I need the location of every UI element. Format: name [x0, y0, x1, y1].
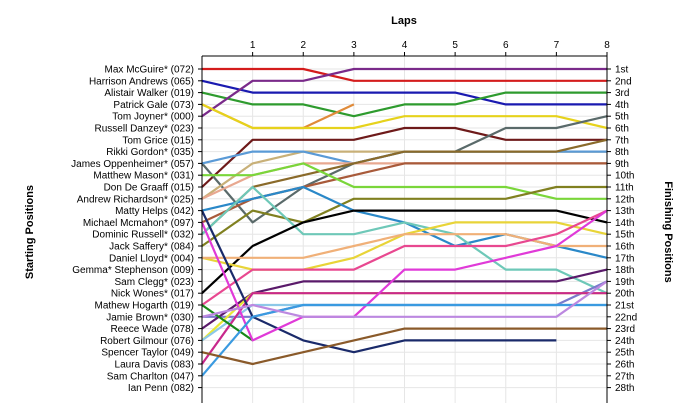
starting-position-label: Dominic Russell* (032) [92, 230, 194, 241]
starting-position-label: Sam Clegg* (023) [115, 277, 194, 288]
left-axis-title: Starting Positions [24, 185, 36, 279]
finishing-position-label: 17th [615, 253, 634, 264]
starting-position-label: Max McGuire* (072) [105, 65, 194, 76]
series-line [201, 185, 607, 247]
finishing-position-label: 14th [615, 218, 634, 229]
x-axis-title: Laps [391, 15, 417, 27]
x-tick-label: 8 [604, 40, 610, 51]
x-tick-label: 7 [554, 40, 560, 51]
x-tick-label: 1 [250, 40, 256, 51]
finishing-position-label: 7th [615, 135, 629, 146]
series-line [202, 233, 607, 259]
finishing-position-label: 19th [615, 277, 634, 288]
series-line [201, 185, 608, 295]
finishing-position-label: 11th [615, 183, 634, 194]
starting-position-label: Alistair Walker (019) [104, 88, 194, 99]
starting-position-label: Tom Grice (015) [122, 135, 194, 146]
starting-position-label: Ian Penn (082) [128, 383, 194, 394]
finishing-position-label: 6th [615, 124, 629, 135]
series-line [201, 210, 557, 354]
starting-position-label: Jack Saffery* (084) [109, 242, 194, 253]
series-line [202, 162, 607, 200]
finishing-position-label: 23rd [615, 324, 635, 335]
right-axis-title: Finishing Positions [662, 181, 674, 282]
finishing-position-label: 22nd [615, 312, 637, 323]
series-line [201, 292, 607, 365]
series-line [201, 79, 607, 106]
finishing-position-label: 26th [615, 360, 634, 371]
starting-position-label: Nick Wones* (017) [111, 289, 194, 300]
starting-position-label: Michael Mcmahon* (097) [83, 218, 194, 229]
finishing-position-label: 10th [615, 171, 634, 182]
series-line [201, 126, 607, 188]
x-tick-label: 3 [351, 40, 357, 51]
series-line [201, 67, 607, 118]
series-line [201, 303, 607, 377]
starting-position-label: Matthew Mason* (031) [93, 171, 194, 182]
starting-position-label: Andrew Richardson* (025) [77, 194, 194, 205]
starting-position-label: Harrison Andrews (065) [89, 76, 194, 87]
series-line [201, 209, 608, 306]
finishing-position-label: 18th [615, 265, 634, 276]
starting-position-label: Rikki Gordon* (035) [106, 147, 194, 158]
starting-position-labels: Max McGuire* (072)Harrison Andrews (065)… [71, 65, 194, 395]
finishing-position-label: 13th [615, 206, 634, 217]
starting-position-label: Mathew Hogarth (019) [95, 301, 195, 312]
starting-position-label: Tom Joyner* (000) [112, 112, 194, 123]
finishing-position-label: 21st [615, 301, 634, 312]
finishing-position-label: 16th [615, 242, 634, 253]
series-line [201, 268, 608, 330]
finishing-position-label: 20th [615, 289, 634, 300]
series-line [201, 304, 254, 342]
starting-position-label: Patrick Gale (073) [113, 100, 194, 111]
x-tick-label: 4 [402, 40, 408, 51]
starting-position-label: Reece Wade (078) [110, 324, 194, 335]
series-line [201, 103, 608, 130]
finishing-position-label: 9th [615, 159, 629, 170]
finishing-position-label: 2nd [615, 76, 632, 87]
finishing-position-label: 15th [615, 230, 634, 241]
finishing-position-label: 25th [615, 348, 634, 359]
finishing-position-label: 5th [615, 112, 629, 123]
x-tick-labels: 1 2 3 4 5 6 7 8 [250, 40, 610, 51]
starting-position-label: Laura Davis (083) [115, 360, 194, 371]
series-line [201, 138, 608, 236]
finishing-position-labels: 1st2nd3rd4th5th6th7th8th9th10th11th12th1… [615, 65, 637, 395]
starting-position-label: Don De Graaff (015) [104, 183, 194, 194]
starting-position-label: Sam Charlton (047) [107, 371, 194, 382]
starting-position-label: James Oppenheimer* (057) [71, 159, 194, 170]
starting-position-label: Russell Danzey* (023) [95, 124, 195, 135]
finishing-position-label: 3rd [615, 88, 629, 99]
finishing-position-label: 24th [615, 336, 634, 347]
x-tick-label: 2 [300, 40, 306, 51]
starting-position-label: Gemma* Stephenson (009) [72, 265, 194, 276]
series-line [201, 209, 608, 295]
grid [202, 56, 608, 403]
finishing-position-label: 12th [615, 194, 634, 205]
starting-position-label: Matty Helps (042) [115, 206, 194, 217]
starting-position-label: Spencer Taylor (049) [101, 348, 194, 359]
starting-position-label: Daniel Lloyd* (004) [109, 253, 194, 264]
series-line [201, 327, 607, 366]
finishing-position-label: 8th [615, 147, 629, 158]
series-line [201, 91, 607, 118]
starting-position-label: Robert Gilmour (076) [100, 336, 194, 347]
finishing-position-label: 27th [615, 371, 634, 382]
plot-frame [198, 52, 611, 403]
series-line [202, 67, 607, 82]
starting-position-label: Jamie Brown* (030) [106, 312, 194, 323]
finishing-position-label: 1st [615, 65, 629, 76]
x-tick-label: 5 [452, 40, 458, 51]
series-lines [200, 67, 608, 377]
finishing-position-label: 4th [615, 100, 629, 111]
finishing-position-label: 28th [615, 383, 634, 394]
series-line [201, 280, 608, 318]
series-line [200, 209, 608, 342]
x-tick-label: 6 [503, 40, 509, 51]
